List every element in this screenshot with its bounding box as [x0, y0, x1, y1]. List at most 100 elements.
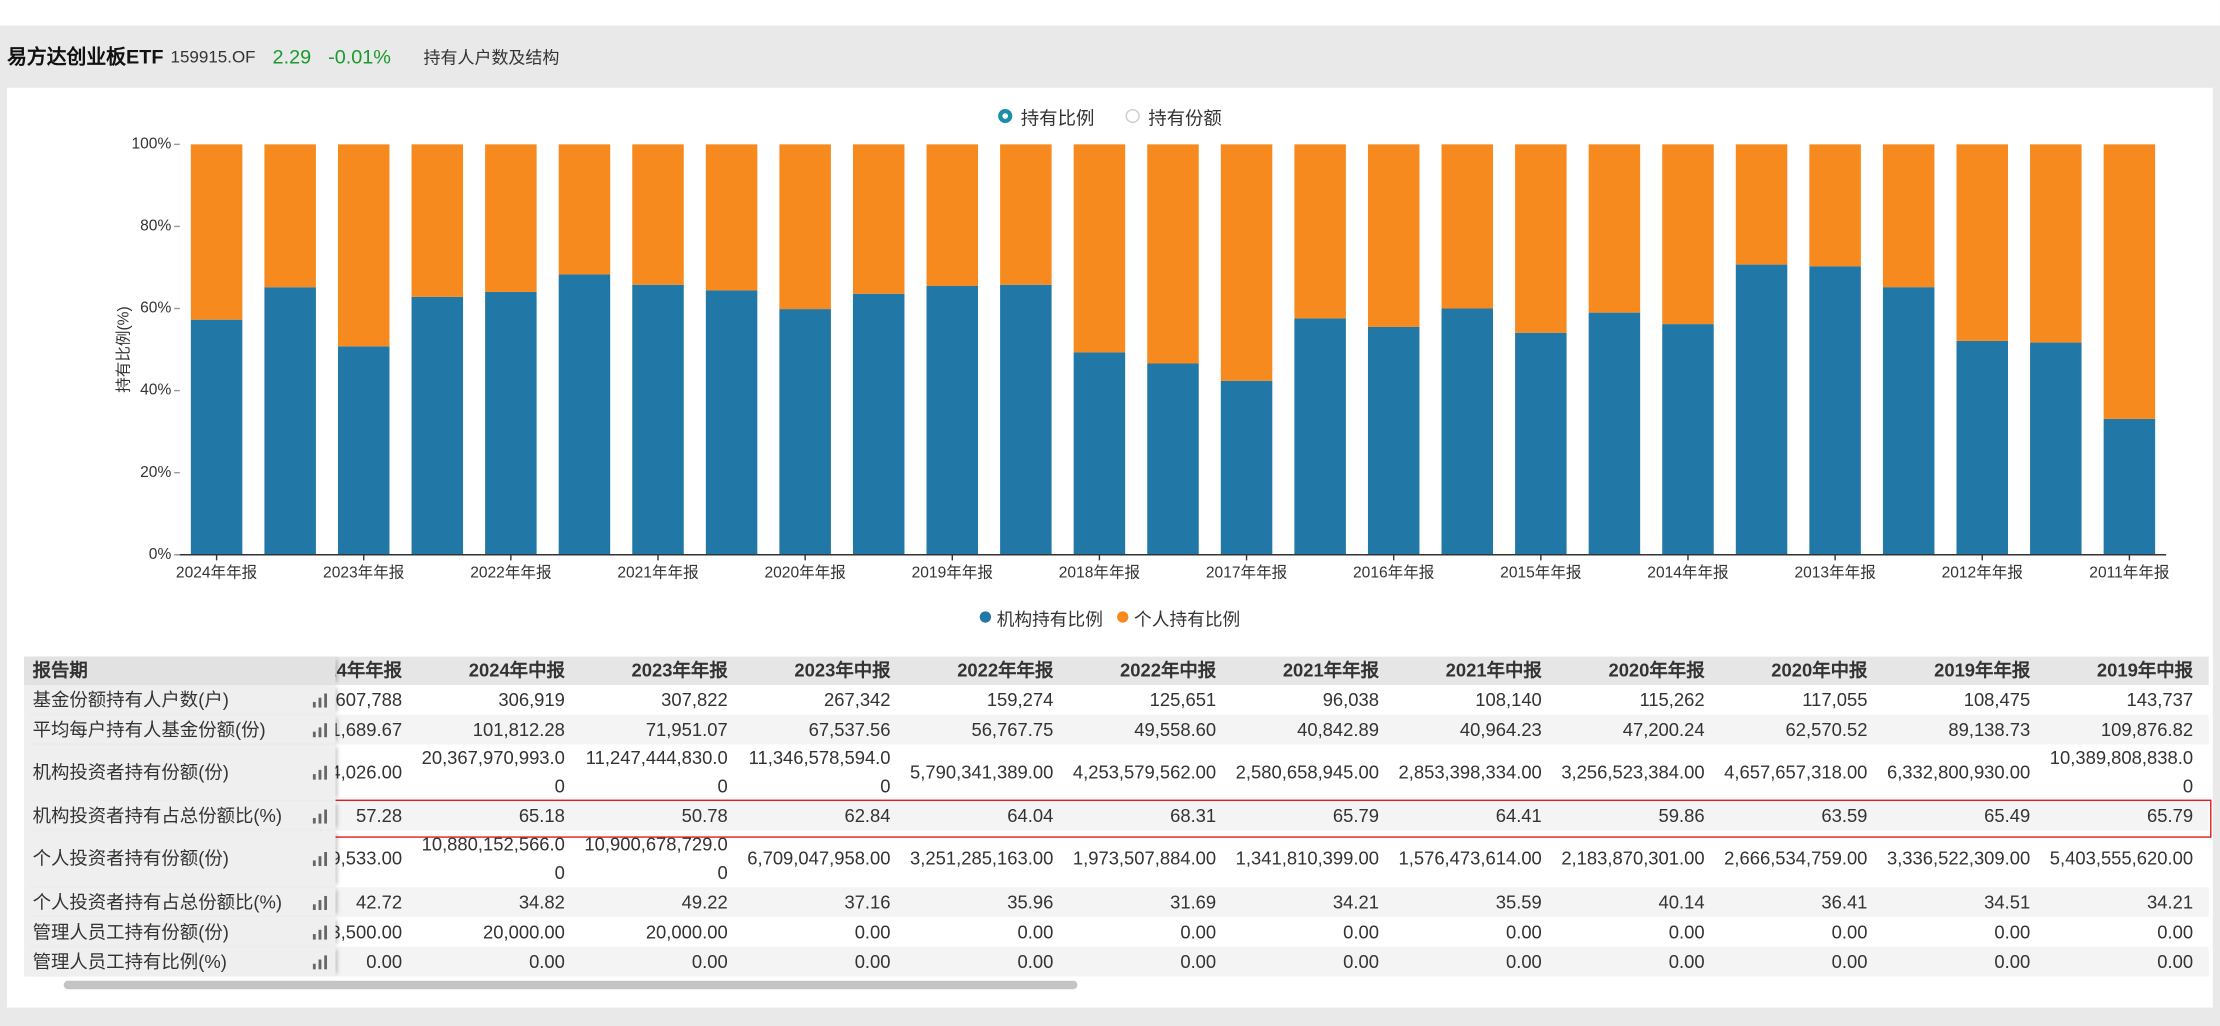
table-cell: 6,332,800,930.00: [1876, 744, 2039, 801]
cell-text: 35.96: [1007, 890, 1054, 913]
table-cell: 65.49: [1876, 801, 2039, 831]
table-cell: 63.59: [1713, 801, 1876, 831]
cell-text: 34.21: [2146, 890, 2194, 913]
bar-segment: [1367, 326, 1420, 555]
bar-segment: [705, 290, 758, 555]
radio-option[interactable]: 持有比例: [998, 102, 1094, 130]
table-cell: 0.00: [1876, 947, 2039, 977]
table-cell: 34.21: [1225, 887, 1388, 917]
cell-text: 64.04: [1007, 804, 1054, 826]
cell-text: 49.22: [681, 890, 728, 913]
bar-segment: [926, 144, 979, 286]
bar-segment: [1441, 144, 1494, 309]
table-cell: 0.00: [1713, 947, 1876, 977]
x-tick-label: 2013年年报: [1794, 563, 1875, 581]
cell-text: 34.82: [518, 890, 565, 913]
icon-bar: [318, 696, 322, 707]
table-cell: 0.00: [899, 947, 1062, 977]
bar-segment: [852, 144, 905, 294]
x-tick-label: 2017年年报: [1206, 563, 1287, 581]
icon-bar: [324, 765, 328, 780]
cell-text: 36.41: [1821, 890, 1868, 913]
legend-item[interactable]: 机构持有比例: [979, 603, 1103, 631]
legend-item[interactable]: 个人持有比例: [1117, 603, 1240, 631]
table-cell: 5,790,341,389.00: [899, 744, 1062, 801]
cell-text: 0.00: [1343, 950, 1379, 972]
chart-icon[interactable]: [311, 722, 328, 737]
chart-icon[interactable]: [311, 808, 328, 823]
bar-segment: [705, 144, 758, 291]
table-cell: 89,138.73: [1876, 715, 2039, 745]
bar-segment: [485, 144, 537, 292]
cell-text: 5,403,555,620.00: [2049, 847, 2194, 869]
table-header-row: 报告期 24年年报 2024年中报 2023年年报 2023年中报 2022年年报 2022…: [24, 656, 2209, 685]
cell-text: 65.49: [1984, 804, 2031, 826]
table-cell: 40,964.23: [1387, 715, 1550, 745]
row-label: 个人投资者持有份额(份): [24, 830, 336, 888]
cell-text: 115,262: [1639, 688, 1705, 710]
header-text: 2021年中报: [1445, 659, 1542, 681]
table-cell: 101,812.28: [411, 715, 574, 745]
chart-icon[interactable]: [311, 765, 328, 780]
bar-segment: [2030, 342, 2082, 555]
bar-segment: [1515, 144, 1567, 333]
cell-text: 4,253,579,562.00: [1072, 761, 1217, 783]
table-cell: 49,558.60: [1062, 715, 1225, 745]
scrollbar[interactable]: [24, 979, 2209, 990]
radio-label: 持有份额: [1148, 106, 1222, 129]
icon-bar: [312, 933, 316, 939]
radio-option[interactable]: 持有份额: [1125, 102, 1222, 130]
x-tick-label: 2022年年报: [470, 563, 551, 581]
table-cell: 3,251,285,163.00: [899, 831, 1062, 888]
cell-text: 10,900,678,729.00: [584, 833, 728, 884]
y-tick-label: 80%: [140, 218, 171, 235]
chart: 持有比例(%) 0% 20% 40% 60% 80% 100% 2024年年报 2023年年报…: [115, 135, 2170, 581]
y-tick-label: 40%: [140, 382, 171, 399]
price-change: -0.01%: [328, 45, 391, 68]
chart-icon[interactable]: [311, 895, 328, 910]
table-cell: 64.04: [899, 801, 1062, 831]
table-cell: 47,200.24: [1550, 715, 1713, 745]
x-tick-label: 2019年年报: [912, 563, 993, 581]
cell-text: 2,853,398,334.00: [1398, 761, 1542, 783]
icon-bar: [318, 899, 322, 910]
cell-text: 68.31: [1170, 804, 1217, 826]
scroll-thumb[interactable]: [63, 980, 1078, 990]
bar-segment: [337, 144, 390, 347]
table-cell: 267,342: [736, 685, 899, 715]
cell-text: 0.00: [1831, 950, 1868, 972]
table-cell: 1,689.67: [336, 715, 411, 745]
bar-segment: [2103, 144, 2156, 419]
table-cell: 10,389,808,838.00: [2039, 744, 2202, 801]
header-text: 2022年年报: [957, 659, 1054, 681]
table-cell: 34.82: [411, 887, 574, 917]
table-cell: 62.84: [736, 801, 899, 831]
table-cell: 10,880,152,566.00: [411, 831, 574, 888]
cell-text: 267,342: [823, 688, 891, 710]
icon-bar: [318, 813, 322, 823]
x-tick-label: 2011年年报: [2089, 563, 2169, 581]
cell-text: 71,951.07: [645, 718, 728, 740]
cell-text: 108,140: [1475, 688, 1542, 710]
chart-icon[interactable]: [311, 692, 328, 707]
table-cell: 1,973,507,884.00: [1062, 831, 1225, 888]
table-row: 机构投资者持有份额(份) 74,026.00 20,367,970,993.00 11…: [24, 744, 2209, 802]
fund-code: 159915.OF: [170, 46, 256, 67]
cell-text: 34.51: [1984, 890, 2031, 913]
table-cell: 0.00: [1550, 947, 1713, 977]
table-row: 个人投资者持有份额(份) 49,533.00 10,880,152,566.00 10…: [24, 830, 2209, 888]
cell-text: 20,367,970,993.00: [421, 747, 565, 797]
cell-text: 机构投资者持有占总份额比(%): [32, 804, 283, 826]
chart-icon[interactable]: [311, 954, 328, 969]
top-strip: [0, 0, 2220, 26]
bar-segment: [1588, 312, 1641, 555]
cell-text: 40,842.89: [1297, 718, 1379, 740]
chart-icon[interactable]: [311, 924, 328, 939]
table-cell: 11,247,444,830.00: [573, 744, 736, 801]
icon-bar: [324, 722, 328, 737]
x-tick-label: 2016年年报: [1353, 563, 1434, 581]
chart-icon[interactable]: [311, 851, 328, 867]
cell-text: 67,537.56: [808, 718, 891, 740]
cell-text: 0.00: [1180, 920, 1217, 942]
